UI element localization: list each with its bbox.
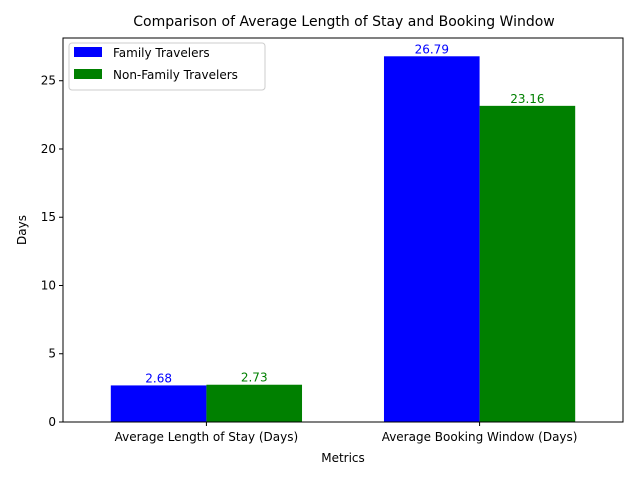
legend: Family Travelers Non-Family Travelers [68,42,266,91]
y-axis: 0 5 10 15 20 25 [41,74,63,429]
y-tick-label: 10 [41,278,56,292]
x-tick-label: Average Booking Window (Days) [382,430,578,444]
legend-swatch-family [74,47,102,57]
y-tick-label: 0 [48,415,56,429]
bars-group [110,56,576,423]
y-tick-label: 15 [41,210,56,224]
bar-non-family-0 [206,384,303,422]
legend-label: Non-Family Travelers [113,68,238,82]
legend-swatch-non-family [74,69,102,79]
bar-value-label: 2.68 [145,371,172,385]
y-tick-label: 25 [41,74,56,88]
bar-family-0 [110,385,207,422]
plot-frame [62,37,624,423]
x-axis-title: Metrics [321,451,365,465]
bar-value-label: 26.79 [415,42,449,56]
bar-non-family-1 [479,105,576,423]
legend-label: Family Travelers [113,46,210,60]
x-tick-label: Average Length of Stay (Days) [115,430,299,444]
chart-title: Comparison of Average Length of Stay and… [133,14,554,30]
x-axis: Average Length of Stay (Days) Average Boo… [115,422,578,444]
bar-labels-group: 2.68 26.79 2.73 23.16 [145,42,544,385]
legend-frame [68,42,266,91]
bar-family-1 [383,56,480,423]
y-tick-label: 20 [41,142,56,156]
y-axis-title: Days [15,215,29,245]
y-tick-label: 5 [48,347,56,361]
bar-value-label: 2.73 [241,371,268,385]
bar-value-label: 23.16 [510,92,544,106]
